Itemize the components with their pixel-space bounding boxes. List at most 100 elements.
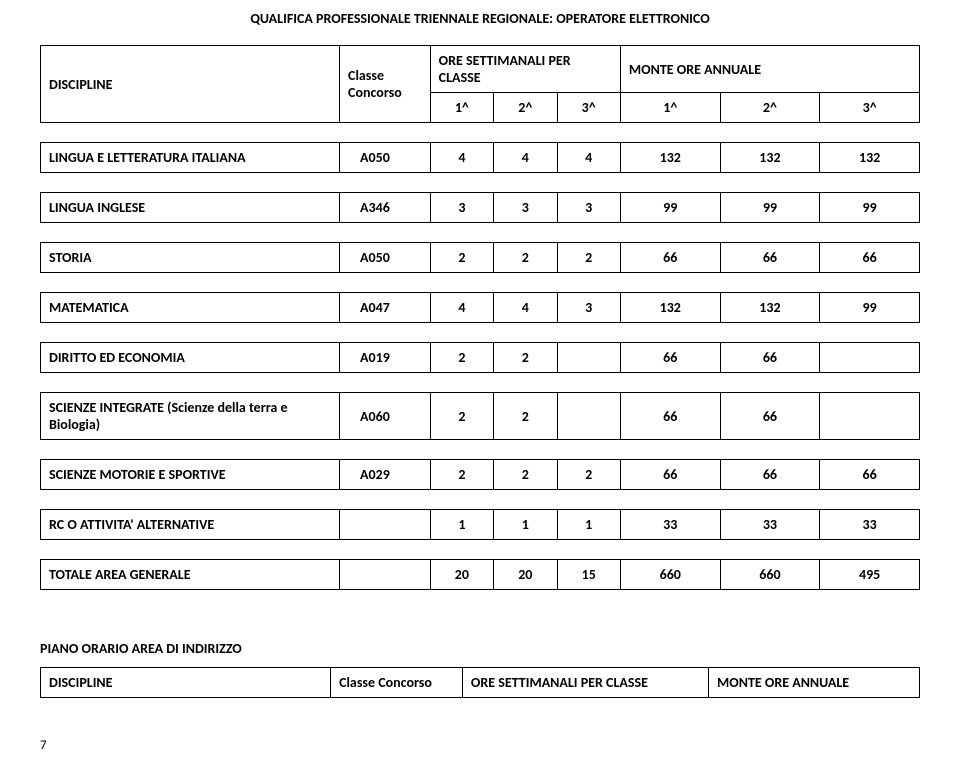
spacer (41, 173, 920, 193)
page-number: 7 (40, 738, 920, 753)
spacer (41, 540, 920, 560)
cell-a3: 99 (820, 193, 920, 223)
row-code (340, 510, 431, 540)
col-annual: MONTE ORE ANNUALE (709, 668, 920, 698)
row-code: A047 (340, 293, 431, 323)
cell-w1: 2 (430, 460, 493, 490)
table-row: SCIENZE MOTORIE E SPORTIVEA029222666666 (41, 460, 920, 490)
header-year-6: 3^ (820, 93, 920, 123)
cell-a1: 132 (620, 143, 720, 173)
cell-w3: 15 (557, 560, 620, 590)
row-label: SCIENZE INTEGRATE (Scienze della terra e… (41, 393, 340, 440)
row-code (340, 560, 431, 590)
spacer (41, 123, 920, 143)
cell-w3 (557, 393, 620, 440)
row-label: MATEMATICA (41, 293, 340, 323)
cell-w2: 1 (494, 510, 557, 540)
table-row: DIRITTO ED ECONOMIAA019226666 (41, 343, 920, 373)
row-code: A019 (340, 343, 431, 373)
spacer (41, 273, 920, 293)
table-row: SCIENZE INTEGRATE (Scienze della terra e… (41, 393, 920, 440)
cell-w2: 3 (494, 193, 557, 223)
table-row: TOTALE AREA GENERALE202015660660495 (41, 560, 920, 590)
spacer (41, 490, 920, 510)
cell-a3: 66 (820, 460, 920, 490)
row-label: RC O ATTIVITA' ALTERNATIVE (41, 510, 340, 540)
row-code: A050 (340, 143, 431, 173)
cell-a2: 66 (720, 393, 820, 440)
table-row: STORIAA050222666666 (41, 243, 920, 273)
cell-w3: 3 (557, 293, 620, 323)
header-year-5: 2^ (720, 93, 820, 123)
cell-a1: 66 (620, 243, 720, 273)
row-code: A346 (340, 193, 431, 223)
cell-a3 (820, 343, 920, 373)
cell-w3 (557, 343, 620, 373)
spacer (41, 373, 920, 393)
table-row: RC O ATTIVITA' ALTERNATIVE111333333 (41, 510, 920, 540)
cell-a1: 99 (620, 193, 720, 223)
page-title: QUALIFICA PROFESSIONALE TRIENNALE REGION… (40, 10, 920, 27)
spacer (41, 323, 920, 343)
cell-a1: 66 (620, 393, 720, 440)
header-year-3: 3^ (557, 93, 620, 123)
cell-a3: 495 (820, 560, 920, 590)
cell-w3: 2 (557, 460, 620, 490)
cell-a2: 132 (720, 143, 820, 173)
cell-w2: 2 (494, 460, 557, 490)
row-code: A050 (340, 243, 431, 273)
cell-a3: 66 (820, 243, 920, 273)
cell-w2: 20 (494, 560, 557, 590)
cell-w1: 4 (430, 143, 493, 173)
spacer (41, 223, 920, 243)
cell-w2: 2 (494, 343, 557, 373)
row-label: LINGUA INGLESE (41, 193, 340, 223)
col-discipline: DISCIPLINE (41, 668, 331, 698)
cell-w1: 3 (430, 193, 493, 223)
cell-a3: 33 (820, 510, 920, 540)
header-annual: MONTE ORE ANNUALE (620, 46, 919, 93)
row-label: STORIA (41, 243, 340, 273)
cell-a2: 66 (720, 343, 820, 373)
cell-a2: 99 (720, 193, 820, 223)
col-weekly: ORE SETTIMANALI PER CLASSE (462, 668, 708, 698)
cell-a1: 660 (620, 560, 720, 590)
cell-a2: 66 (720, 243, 820, 273)
row-code: A029 (340, 460, 431, 490)
cell-w3: 3 (557, 193, 620, 223)
table-row: LINGUA INGLESEA346333999999 (41, 193, 920, 223)
cell-w2: 2 (494, 243, 557, 273)
row-label: TOTALE AREA GENERALE (41, 560, 340, 590)
header-year-1: 1^ (430, 93, 493, 123)
row-code: A060 (340, 393, 431, 440)
cell-w1: 4 (430, 293, 493, 323)
header-weekly: ORE SETTIMANALI PER CLASSE (430, 46, 620, 93)
cell-w2: 2 (494, 393, 557, 440)
header-discipline: DISCIPLINE (41, 46, 340, 123)
cell-a1: 66 (620, 460, 720, 490)
header-year-4: 1^ (620, 93, 720, 123)
cell-a1: 33 (620, 510, 720, 540)
table-row: MATEMATICAA04744313213299 (41, 293, 920, 323)
indirizzo-table: DISCIPLINE Classe Concorso ORE SETTIMANA… (40, 667, 920, 698)
cell-w2: 4 (494, 143, 557, 173)
cell-w1: 20 (430, 560, 493, 590)
cell-a2: 66 (720, 460, 820, 490)
col-classe-concorso: Classe Concorso (331, 668, 463, 698)
cell-w2: 4 (494, 293, 557, 323)
table-row: LINGUA E LETTERATURA ITALIANAA0504441321… (41, 143, 920, 173)
row-label: SCIENZE MOTORIE E SPORTIVE (41, 460, 340, 490)
main-table: DISCIPLINEClasseConcorsoORE SETTIMANALI … (40, 45, 920, 590)
cell-a2: 132 (720, 293, 820, 323)
cell-w3: 4 (557, 143, 620, 173)
cell-a3: 99 (820, 293, 920, 323)
cell-w1: 1 (430, 510, 493, 540)
cell-w1: 2 (430, 393, 493, 440)
cell-w3: 2 (557, 243, 620, 273)
spacer (41, 440, 920, 460)
header-year-2: 2^ (494, 93, 557, 123)
row-label: DIRITTO ED ECONOMIA (41, 343, 340, 373)
cell-a2: 660 (720, 560, 820, 590)
row-label: LINGUA E LETTERATURA ITALIANA (41, 143, 340, 173)
cell-a2: 33 (720, 510, 820, 540)
